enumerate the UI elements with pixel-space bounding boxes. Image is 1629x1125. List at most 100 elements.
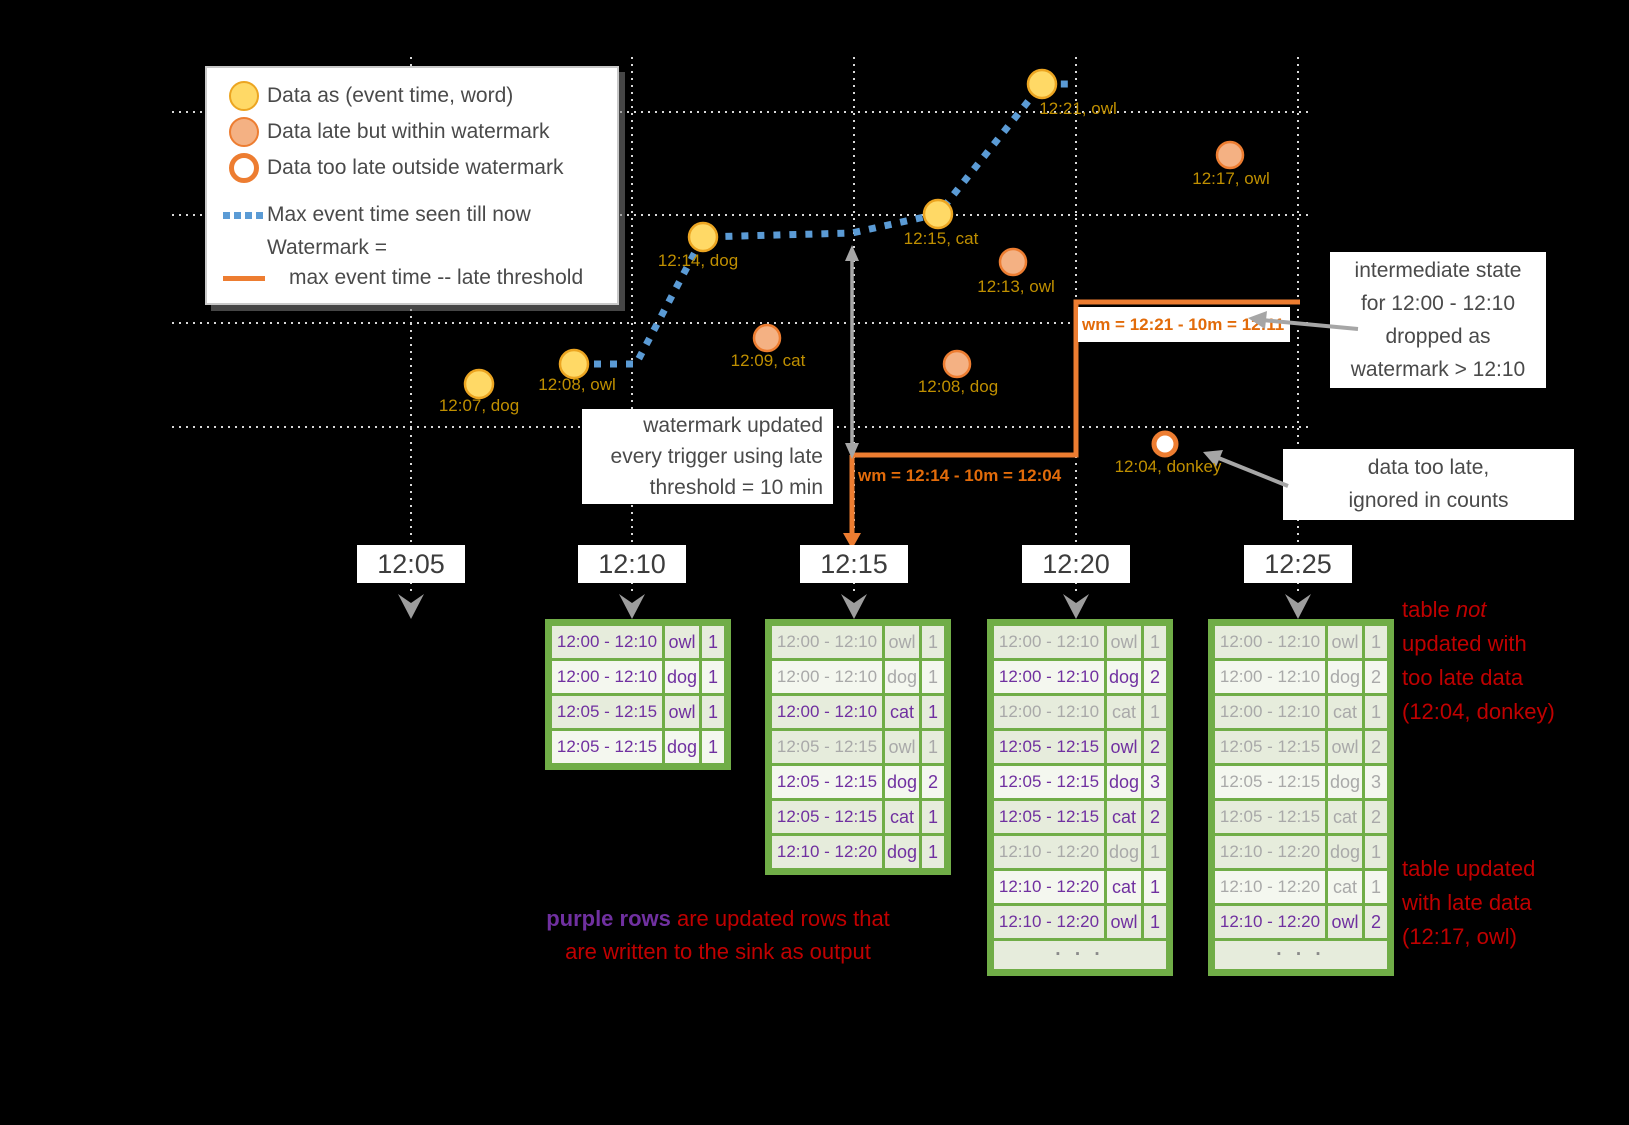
data-point-label: 12:07, dog bbox=[438, 396, 520, 415]
cell-count: 2 bbox=[1362, 728, 1390, 766]
table-row: 12:10 - 12:20 dog 1 bbox=[1212, 833, 1390, 871]
text-line: with late data bbox=[1402, 890, 1532, 915]
data-point-ontime bbox=[558, 348, 590, 380]
text-line: watermark updated bbox=[643, 414, 823, 437]
result-table-12:10: 12:00 - 12:10 owl 1 12:00 - 12:10 dog 1 12:05 … bbox=[545, 619, 731, 770]
time-label-12:05: 12:05 bbox=[357, 545, 465, 583]
table-row: 12:10 - 12:20 dog 1 bbox=[991, 833, 1169, 871]
cell-count: 2 bbox=[1362, 658, 1390, 696]
watermark-label-trigger-12:25: wm = 12:21 - 10m = 12:11 bbox=[1082, 315, 1285, 334]
callout-data-too-late: data too late, ignored in counts bbox=[1283, 449, 1574, 520]
time-label-12:10: 12:10 bbox=[578, 545, 686, 583]
text-line: intermediate state bbox=[1354, 259, 1522, 282]
data-point-label: 12:17, owl bbox=[1192, 169, 1270, 188]
legend-swatch bbox=[221, 276, 267, 281]
text-line: for 12:00 - 12:10 bbox=[1360, 292, 1516, 315]
cell-word: dog bbox=[1325, 763, 1365, 801]
cell-word: owl bbox=[1104, 623, 1144, 661]
cell-count: 1 bbox=[1362, 693, 1390, 731]
cell-word: owl bbox=[1104, 728, 1144, 766]
cell-word: cat bbox=[882, 798, 922, 836]
text-line: watermark > 12:10 bbox=[1350, 358, 1526, 381]
axis-arrowhead-icon bbox=[398, 594, 424, 619]
cell-word: owl bbox=[1325, 623, 1365, 661]
axis-arrowhead-icon bbox=[1063, 594, 1089, 619]
watermark-label-strip: wm = 12:21 - 10m = 12:11 bbox=[1078, 307, 1290, 342]
cell-count: 1 bbox=[1141, 868, 1169, 906]
table-row: 12:05 - 12:15 cat 2 bbox=[1212, 798, 1390, 836]
cell-count: 1 bbox=[919, 728, 947, 766]
cell-window: 12:00 - 12:10 bbox=[1212, 658, 1328, 696]
legend-text-line: Data as (event time, word) bbox=[267, 84, 514, 107]
cell-window: 12:00 - 12:10 bbox=[549, 623, 665, 661]
table-row: 12:05 - 12:15 cat 2 bbox=[991, 798, 1169, 836]
cell-count: 2 bbox=[919, 763, 947, 801]
table-row: 12:00 - 12:10 cat 1 bbox=[991, 693, 1169, 731]
cell-window: 12:10 - 12:20 bbox=[991, 903, 1107, 941]
legend-swatch bbox=[221, 153, 267, 183]
legend-text-line: Data too late outside watermark bbox=[267, 156, 564, 179]
data-point-ontime bbox=[463, 368, 495, 400]
note-table-updated: table updated with late data (12:17, owl) bbox=[1402, 852, 1535, 954]
table-row: 12:05 - 12:15 cat 1 bbox=[769, 798, 947, 836]
emphasis-not: not bbox=[1455, 597, 1487, 622]
data-point-label: 12:08, owl bbox=[538, 375, 616, 394]
legend-item-label: Data as (event time, word) bbox=[267, 81, 513, 111]
cell-count: 1 bbox=[699, 658, 727, 696]
down-arrowhead-icon bbox=[845, 443, 859, 459]
cell-word: owl bbox=[1325, 903, 1365, 941]
table-row: 12:10 - 12:20 owl 1 bbox=[991, 903, 1169, 941]
cell-count: 1 bbox=[919, 623, 947, 661]
table-ellipsis-row: · · · bbox=[991, 938, 1169, 972]
table-row: 12:00 - 12:10 dog 2 bbox=[991, 658, 1169, 696]
cell-window: 12:05 - 12:15 bbox=[549, 693, 665, 731]
cell-word: owl bbox=[662, 623, 702, 661]
cell-word: cat bbox=[882, 693, 922, 731]
table-row: 12:00 - 12:10 owl 1 bbox=[549, 623, 727, 661]
cell-word: dog bbox=[662, 728, 702, 766]
data-point-label: 12:14, dog bbox=[657, 251, 739, 270]
cell-window: 12:10 - 12:20 bbox=[769, 833, 885, 871]
cell-window: 12:00 - 12:10 bbox=[549, 658, 665, 696]
data-point-label: 12:09, cat bbox=[730, 351, 806, 370]
orange-line-icon bbox=[223, 276, 265, 281]
text-line: data too late, bbox=[1367, 456, 1490, 479]
cell-count: 1 bbox=[1141, 623, 1169, 661]
cell-count: 2 bbox=[1362, 903, 1390, 941]
legend-item: Data too late outside watermark bbox=[221, 150, 617, 186]
text-line: table not bbox=[1402, 593, 1555, 627]
text-line: table updated bbox=[1402, 856, 1536, 881]
cell-count: 1 bbox=[1141, 693, 1169, 731]
cell-count: 1 bbox=[919, 693, 947, 731]
cell-count: 2 bbox=[1141, 658, 1169, 696]
table-row: 12:05 - 12:15 owl 2 bbox=[1212, 728, 1390, 766]
legend-swatch bbox=[221, 211, 267, 219]
table-row: 12:10 - 12:20 dog 1 bbox=[769, 833, 947, 871]
table-row: 12:05 - 12:15 dog 3 bbox=[1212, 763, 1390, 801]
data-point-label: 12:08, dog bbox=[917, 377, 999, 396]
cell-word: cat bbox=[1325, 798, 1365, 836]
cell-window: 12:05 - 12:15 bbox=[769, 728, 885, 766]
cell-window: 12:05 - 12:15 bbox=[991, 728, 1107, 766]
counts-table: 12:00 - 12:10 owl 1 12:00 - 12:10 dog 1 12:05 … bbox=[549, 623, 727, 766]
legend-item: Data late but within watermark bbox=[221, 114, 617, 150]
text-line: ignored in counts bbox=[1348, 489, 1509, 512]
data-point-label: 12:15, cat bbox=[903, 229, 979, 248]
axis-arrowhead-icon bbox=[841, 594, 867, 619]
axis-arrowheads bbox=[398, 594, 1311, 619]
data-point-ontime bbox=[687, 221, 719, 253]
open-dot-icon bbox=[229, 153, 259, 183]
note-purple-rows: purple rows are updated rows that are wr… bbox=[468, 902, 968, 968]
cell-word: dog bbox=[882, 658, 922, 696]
legend-swatch bbox=[221, 81, 267, 111]
legend: Data as (event time, word) Data late but … bbox=[205, 66, 619, 305]
cell-word: owl bbox=[1104, 903, 1144, 941]
text-line: updated with bbox=[1402, 631, 1527, 656]
cell-word: owl bbox=[882, 728, 922, 766]
data-point-label: 12:04, donkey bbox=[1114, 457, 1222, 476]
text-line: table bbox=[1402, 597, 1456, 622]
table-row: 12:05 - 12:15 owl 1 bbox=[769, 728, 947, 766]
text-line: every trigger using late bbox=[610, 445, 823, 468]
text-line: (12:17, owl) bbox=[1402, 924, 1517, 949]
text-line: are written to the sink as output bbox=[565, 939, 871, 964]
